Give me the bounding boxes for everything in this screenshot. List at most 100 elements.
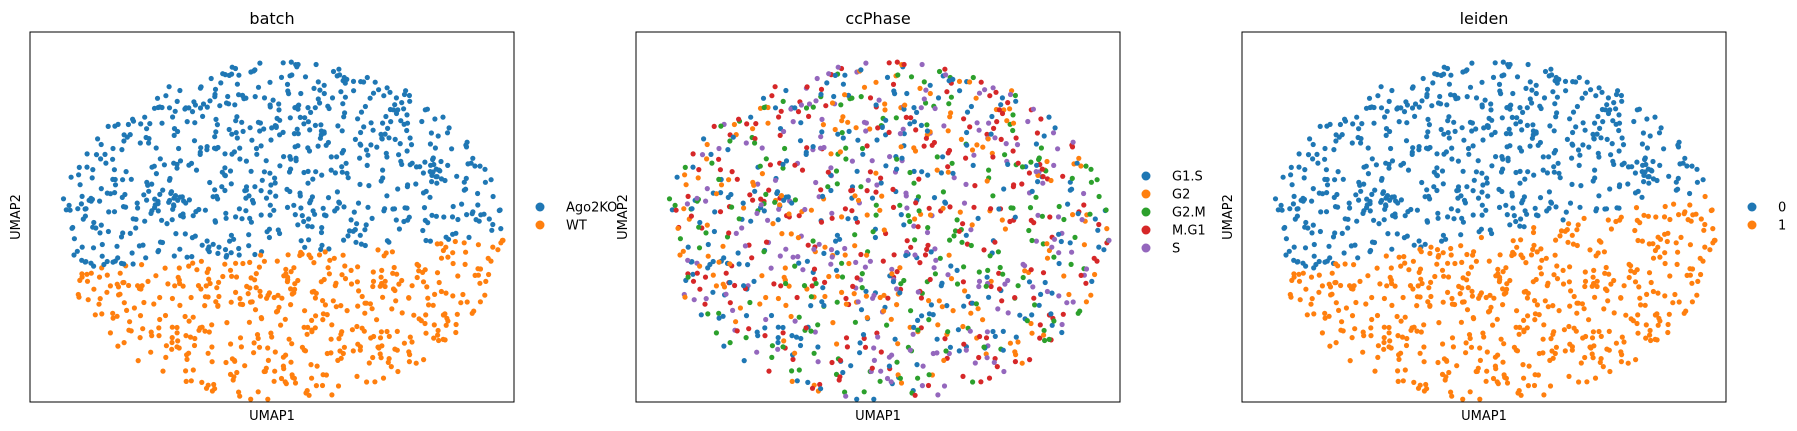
point-0 (1398, 105, 1404, 111)
point-Ago2KO (84, 164, 90, 170)
point-0 (1455, 158, 1461, 164)
point-M.G1 (922, 252, 929, 258)
point-0 (1592, 167, 1598, 173)
point-G2.M (921, 79, 927, 85)
point-1 (1441, 273, 1447, 279)
point-1 (1351, 262, 1357, 268)
point-Ago2KO (234, 114, 240, 120)
point-1 (1648, 279, 1654, 286)
point-0 (1492, 60, 1498, 66)
point-1 (1561, 327, 1567, 333)
point-M.G1 (1069, 144, 1076, 150)
point-Ago2KO (267, 102, 273, 108)
point-G1.S (853, 215, 859, 221)
point-WT (462, 261, 468, 267)
point-S (1055, 146, 1061, 152)
point-S (768, 265, 774, 271)
point-0 (1384, 108, 1390, 114)
point-G1.S (789, 333, 795, 339)
point-0 (1286, 248, 1292, 254)
point-0 (1596, 193, 1602, 199)
point-G2.M (718, 123, 724, 129)
point-0 (1420, 75, 1426, 82)
point-1 (1566, 279, 1572, 285)
point-G1.S (783, 87, 789, 94)
point-WT (443, 244, 449, 250)
point-WT (326, 271, 332, 277)
point-1 (1558, 228, 1565, 234)
point-0 (1675, 144, 1682, 150)
point-1 (1521, 327, 1527, 333)
point-M.G1 (998, 136, 1004, 142)
plot-frame (1241, 31, 1727, 403)
point-G1.S (858, 307, 865, 313)
point-Ago2KO (130, 116, 136, 122)
point-S (935, 392, 941, 398)
point-G1.S (745, 262, 751, 268)
point-G1.S (975, 215, 981, 221)
point-WT (329, 392, 335, 398)
point-Ago2KO (175, 197, 181, 203)
point-WT (335, 357, 341, 363)
point-G2.M (813, 280, 819, 287)
point-0 (1430, 80, 1436, 86)
point-S (1070, 299, 1076, 305)
point-G1.S (834, 232, 841, 238)
point-WT (271, 378, 277, 384)
point-0 (1388, 145, 1394, 152)
point-G2 (861, 84, 868, 90)
point-0 (1489, 117, 1495, 123)
point-G2 (877, 207, 883, 213)
point-G2.M (870, 229, 876, 235)
point-G2 (853, 125, 859, 131)
point-0 (1654, 177, 1660, 184)
point-1 (1598, 333, 1604, 339)
point-G1.S (1012, 214, 1018, 220)
point-G1.S (854, 168, 860, 174)
chart-title: ccPhase (845, 9, 910, 28)
point-G2.M (1088, 166, 1094, 172)
point-0 (1675, 175, 1681, 181)
point-WT (195, 283, 202, 289)
point-Ago2KO (367, 95, 373, 101)
point-0 (1376, 221, 1382, 227)
point-Ago2KO (125, 121, 131, 128)
point-1 (1605, 298, 1611, 304)
point-G2.M (789, 368, 795, 374)
point-Ago2KO (273, 193, 279, 199)
point-S (888, 379, 894, 385)
point-G2 (917, 85, 923, 91)
point-WT (176, 265, 182, 271)
point-G2 (973, 95, 979, 101)
point-M.G1 (843, 335, 850, 341)
point-Ago2KO (119, 147, 125, 153)
point-G1.S (938, 283, 944, 289)
point-M.G1 (1060, 311, 1066, 317)
point-0 (1313, 261, 1319, 268)
point-1 (1372, 368, 1378, 374)
point-0 (1449, 156, 1455, 162)
point-0 (1564, 136, 1570, 142)
point-1 (1387, 274, 1393, 280)
point-S (918, 105, 924, 111)
point-Ago2KO (193, 167, 200, 173)
point-0 (1371, 120, 1377, 126)
point-WT (348, 281, 355, 287)
point-1 (1645, 213, 1651, 219)
point-Ago2KO (229, 131, 235, 137)
point-G1.S (775, 324, 781, 330)
point-G1.S (1067, 240, 1073, 246)
point-M.G1 (947, 204, 953, 210)
point-0 (1479, 102, 1485, 108)
point-G2 (704, 222, 710, 228)
point-G2.M (912, 237, 918, 243)
point-1 (1374, 312, 1381, 319)
point-M.G1 (878, 349, 884, 355)
point-M.G1 (991, 125, 997, 131)
point-Ago2KO (223, 100, 230, 106)
point-0 (1358, 140, 1364, 146)
point-WT (279, 295, 285, 301)
point-WT (258, 315, 264, 321)
point-0 (1510, 205, 1516, 211)
point-WT (169, 335, 175, 341)
